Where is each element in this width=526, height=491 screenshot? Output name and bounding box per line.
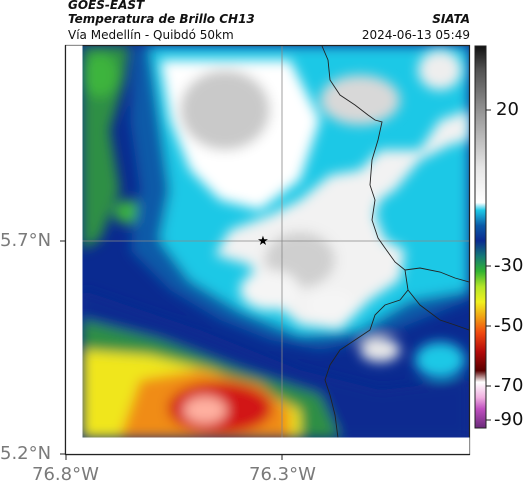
brightness-temperature-field: ★: [82, 46, 469, 438]
source-label: SIATA: [432, 12, 470, 26]
y-axis-label-5.2N: 5.2°N: [0, 443, 52, 464]
x-axis-label-76.8W: 76.8°W: [32, 464, 99, 485]
colorbar-label-minus50: -50: [494, 315, 524, 336]
colorbar-label-minus90: -90: [494, 409, 524, 430]
star-icon: ★: [257, 234, 269, 249]
y-axis-label-5.7N: 5.7°N: [0, 230, 52, 251]
border-line-east: [404, 267, 469, 283]
region-subtitle: Vía Medellín - Quibdó 50km: [68, 28, 234, 42]
border-line: [321, 46, 409, 438]
colorbar-label-20: 20: [496, 99, 519, 120]
satellite-title: GOES-EAST: [68, 0, 145, 12]
border-line-southeast: [407, 289, 469, 331]
colorbar-label-minus30: -30: [494, 255, 524, 276]
colorbar: [474, 45, 487, 429]
x-axis-label-76.3W: 76.3°W: [249, 464, 316, 485]
colorbar-ticks: [486, 109, 491, 421]
product-title: Temperatura de Brillo CH13: [68, 12, 255, 26]
datetime-label: 2024-06-13 05:49: [361, 28, 470, 42]
colorbar-label-minus70: -70: [494, 375, 524, 396]
